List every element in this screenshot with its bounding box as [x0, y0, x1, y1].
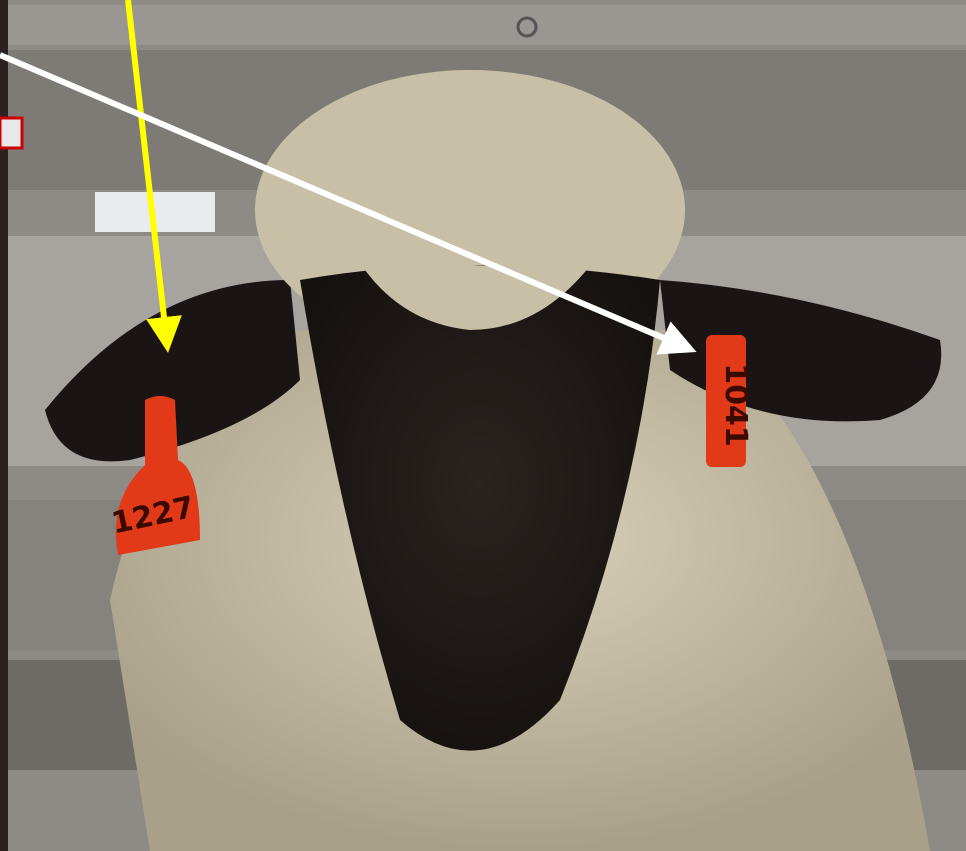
photo: 1227 1041 — [0, 0, 966, 851]
icon — [0, 118, 22, 148]
page: 1227 1041 (() => { const data = JSON.par… — [0, 0, 966, 851]
right-tag: 1041 — [706, 335, 753, 467]
tag-number: 1041 — [718, 363, 753, 447]
